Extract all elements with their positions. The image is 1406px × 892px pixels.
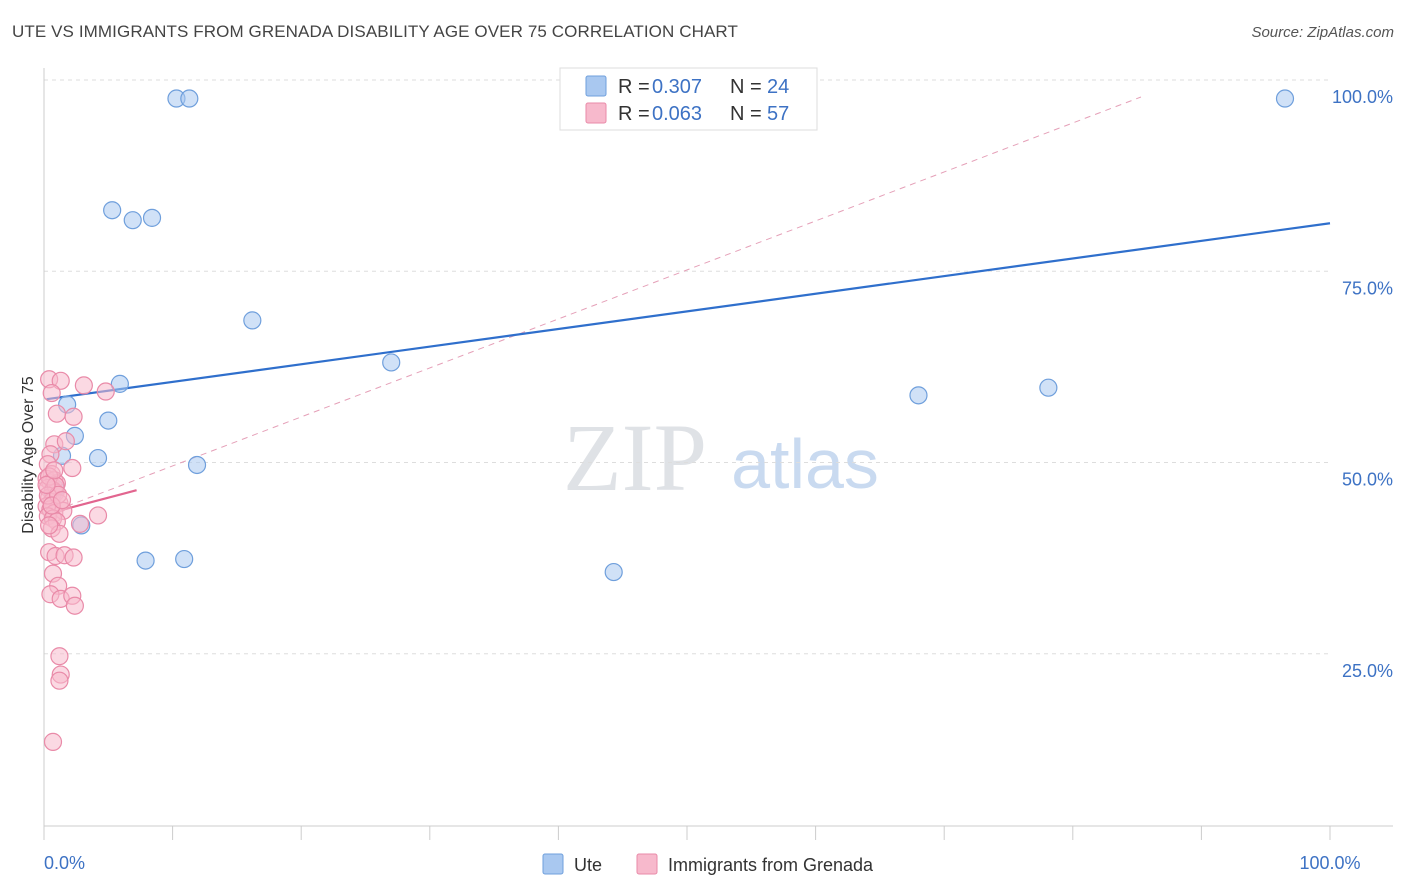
legend-r-value-grenada: 0.063 [652,103,702,125]
grenada-point-53 [40,516,59,535]
grenada-point-37 [64,548,83,567]
ute-point-4 [103,201,122,220]
trend-extended-1 [46,96,1142,515]
ute-point-15 [187,455,207,475]
series-ute [43,89,1295,582]
chart-source: Source: ZipAtlas.com [1251,24,1394,41]
legend-n-value-ute: 24 [767,76,789,98]
y-tick-label-1: 50.0% [1342,470,1393,490]
legend-n-value-grenada: 57 [767,103,789,125]
grenada-point-1 [51,371,70,390]
watermark-zip: ZIP [563,404,707,511]
series-grenada [37,370,115,751]
grenada-point-43 [65,596,84,615]
bottom-legend-label-grenada: Immigrants from Grenada [668,855,874,875]
ute-point-8 [382,353,401,372]
legend-swatch-grenada [585,102,607,124]
grenada-point-56 [45,461,64,480]
grenada-point-4 [42,383,61,403]
grenada-point-46 [50,671,69,690]
ute-point-18 [136,551,155,570]
grenada-point-5 [47,404,66,423]
ute-point-1 [180,89,199,108]
grenada-point-8 [56,432,75,451]
legend-r-label-ute: R = [618,76,650,98]
y-axis-label: Disability Age Over 75 [20,376,37,534]
grenada-point-2 [74,376,93,395]
axes [43,68,1393,840]
x-tick-label-0: 0.0% [44,853,85,873]
bottom-legend-swatch-grenada [636,853,658,875]
watermark-atlas: atlas [731,425,879,503]
grenada-point-30 [88,506,108,525]
trend-line-0 [46,222,1331,401]
ute-point-9 [110,374,129,393]
grenada-point-11 [63,458,82,478]
y-tick-label-2: 75.0% [1342,278,1393,298]
watermark: ZIP atlas [563,404,879,511]
y-tick-label-3: 100.0% [1332,87,1393,107]
grenada-point-44 [50,647,69,666]
ute-point-6 [142,208,162,227]
ute-point-7 [243,311,262,330]
grenada-point-55 [37,475,56,494]
grenada-point-31 [70,514,90,533]
legend-r-value-ute: 0.307 [652,76,702,98]
bottom-legend-swatch-ute [542,853,564,875]
bottom-legend: Ute Immigrants from Grenada [542,853,874,875]
legend-r-label-grenada: R = [618,103,650,125]
grenada-point-54 [52,491,72,510]
ute-point-21 [909,386,928,405]
x-tick-label-1: 100.0% [1299,853,1360,873]
ute-point-14 [88,448,108,468]
legend-swatch-ute [585,75,607,97]
legend-n-label-ute: N = [730,76,762,98]
ute-point-20 [604,562,623,582]
grid-lines [44,79,1330,655]
legend: R = 0.307 N = 24 R = 0.063 N = 57 [559,67,818,131]
grenada-point-6 [64,407,83,426]
legend-n-label-grenada: N = [730,103,762,125]
chart-title: UTE VS IMMIGRANTS FROM GRENADA DISABILIT… [12,22,738,41]
ute-point-22 [1039,378,1058,397]
grenada-point-47 [43,732,63,751]
bottom-legend-label-ute: Ute [574,855,602,875]
ute-point-5 [123,211,142,230]
ute-point-3 [1275,89,1295,108]
y-tick-labels: 25.0% 50.0% 75.0% 100.0% [1332,87,1393,681]
x-tick-labels: 0.0% 100.0% [44,853,1361,873]
data-points [37,89,1295,751]
grenada-point-3 [96,382,115,401]
y-tick-label-0: 25.0% [1342,661,1393,681]
ute-point-11 [99,411,118,430]
ute-point-19 [175,549,194,569]
